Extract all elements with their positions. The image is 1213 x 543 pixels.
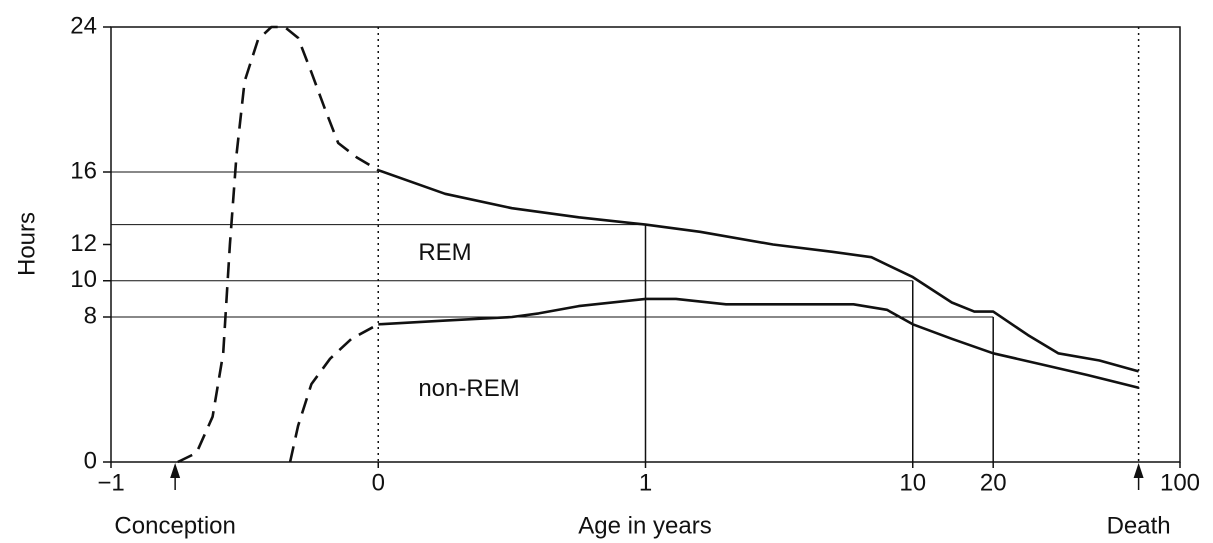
y-tick-label: 0 — [84, 447, 97, 474]
x-tick-label: 1 — [639, 469, 652, 496]
annotation-label: Death — [1107, 512, 1171, 539]
y-tick-label: 24 — [70, 12, 97, 39]
x-tick-label: 20 — [980, 469, 1007, 496]
y-tick-label: 12 — [70, 230, 97, 257]
annotation-label: Conception — [114, 512, 235, 539]
sleep-curve — [378, 297, 1139, 389]
y-tick-label: 10 — [70, 266, 97, 293]
x-tick-label: −1 — [97, 469, 124, 496]
y-tick-label: 8 — [84, 302, 97, 329]
arrow-head — [170, 463, 181, 478]
x-axis-label: Age in years — [578, 512, 711, 539]
y-tick-label: 16 — [70, 157, 97, 184]
arrow-head — [1133, 463, 1144, 478]
sleep-curve — [377, 168, 1139, 373]
x-tick-label: 100 — [1160, 469, 1200, 496]
sleep-curve — [177, 25, 379, 464]
sleep-curve — [288, 323, 379, 463]
x-tick-label: 10 — [899, 469, 926, 496]
y-axis-label: Hours — [13, 212, 40, 276]
region-label: non-REM — [418, 375, 519, 402]
region-label: REM — [418, 239, 471, 266]
x-tick-label: 0 — [372, 469, 385, 496]
